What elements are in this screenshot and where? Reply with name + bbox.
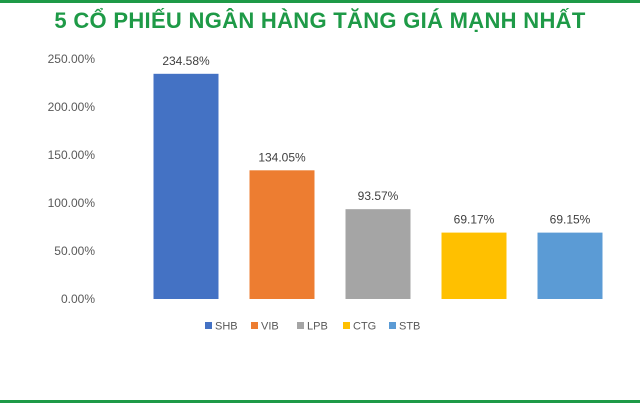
legend-swatch-ctg xyxy=(343,322,350,329)
legend-swatch-lpb xyxy=(297,322,304,329)
data-label-vib: 134.05% xyxy=(258,150,306,164)
bar-vib xyxy=(249,170,315,299)
y-tick-label: 50.00% xyxy=(54,244,95,258)
data-label-ctg: 69.17% xyxy=(454,213,495,227)
legend-label-shb: SHB xyxy=(215,321,238,333)
legend-swatch-vib xyxy=(251,322,258,329)
legend-swatch-stb xyxy=(389,322,396,329)
bar-shb xyxy=(153,73,219,300)
chart-title: 5 CỔ PHIẾU NGÂN HÀNG TĂNG GIÁ MẠNH NHẤT xyxy=(54,8,586,33)
legend-label-lpb: LPB xyxy=(307,321,328,333)
y-tick-label: 250.00% xyxy=(48,52,96,66)
legend-label-vib: VIB xyxy=(261,321,279,333)
legend-swatch-shb xyxy=(205,322,212,329)
bar-stb xyxy=(537,232,603,299)
legend-label-ctg: CTG xyxy=(353,321,376,333)
data-label-lpb: 93.57% xyxy=(358,189,399,203)
bar-ctg xyxy=(441,232,507,299)
bottom-rule xyxy=(0,400,640,403)
y-tick-label: 200.00% xyxy=(48,100,96,114)
y-tick-label: 100.00% xyxy=(48,196,96,210)
y-tick-label: 150.00% xyxy=(48,148,96,162)
data-label-shb: 234.58% xyxy=(162,54,210,68)
data-label-stb: 69.15% xyxy=(550,213,591,227)
top-rule xyxy=(0,0,640,3)
legend-label-stb: STB xyxy=(399,321,420,333)
y-tick-label: 0.00% xyxy=(61,292,95,306)
bar-lpb xyxy=(345,209,411,299)
